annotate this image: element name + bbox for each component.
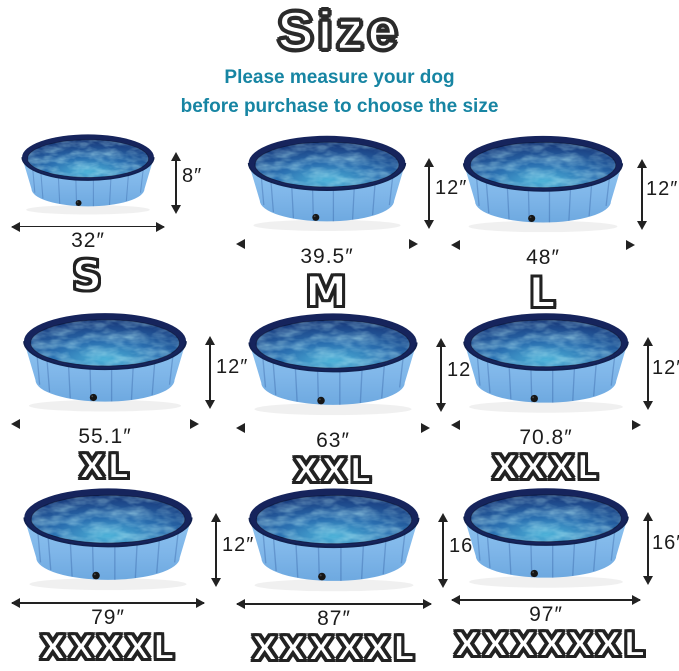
- width-dimension: 63″: [316, 428, 350, 452]
- pool-graphic-area: 12″: [14, 479, 253, 592]
- size-label: XXL: [292, 450, 374, 491]
- height-dimension: 12″: [646, 177, 679, 200]
- width-arrow: [11, 221, 165, 233]
- height-dimension: 12″: [447, 358, 480, 381]
- width-arrow: [236, 599, 432, 609]
- width-dimension: 48″: [526, 245, 560, 269]
- pool-cell-xxxxl: 12″ 79″ XXXXL: [2, 473, 253, 671]
- dog-pool-illustration: [454, 479, 638, 589]
- pool-graphic-area: 12″: [239, 304, 478, 417]
- pool-graphic-area: 12″: [14, 304, 247, 413]
- size-label: M: [304, 266, 349, 316]
- dog-pool-illustration: [239, 127, 415, 233]
- height-arrow: [424, 158, 434, 229]
- pool-graphic-area: 12″: [454, 304, 679, 414]
- width-dimension: 55.1″: [78, 425, 132, 449]
- pool-graphic-area: 8″: [14, 127, 201, 216]
- dog-pool-illustration: [14, 304, 196, 413]
- pool-cell-m: 12″ 39.5″ M: [227, 121, 466, 314]
- height-arrow: [211, 512, 221, 587]
- height-dimension: 12″: [435, 176, 468, 199]
- subtitle-line-1: Please measure your dog: [224, 67, 455, 88]
- dog-pool-illustration: [14, 479, 202, 592]
- height-arrow: [205, 336, 215, 409]
- size-label: S: [71, 250, 105, 300]
- height-dimension: 12″: [652, 357, 679, 380]
- pool-graphic-area: 12″: [454, 127, 677, 234]
- subtitle: Please measure your dog before purchase …: [0, 64, 679, 121]
- height-arrow: [643, 336, 653, 411]
- height-dimension: 12″: [222, 533, 255, 556]
- height-dimension: 8″: [182, 165, 203, 188]
- height-dimension: 16″: [652, 532, 679, 555]
- subtitle-line-2: before purchase to choose the size: [180, 95, 499, 117]
- size-label: XXXXXL: [251, 629, 417, 669]
- pool-cell-xxxxxl: 16″ 87″ XXXXXL: [227, 473, 480, 671]
- pool-graphic-area: 16″: [239, 479, 480, 593]
- pool-cell-xxxl: 12″ 70.8″ XXXL: [451, 298, 679, 487]
- header: Size Please measure your dog before purc…: [0, 0, 679, 121]
- page-title: Size: [276, 1, 402, 61]
- pool-cell-l: 12″ 48″ L: [451, 121, 677, 315]
- width-dimension: 39.5″: [300, 244, 354, 268]
- dog-pool-illustration: [239, 304, 427, 417]
- width-dimension: 87″: [317, 607, 351, 630]
- height-arrow: [171, 151, 181, 215]
- pool-graphic-area: 16″: [454, 479, 679, 589]
- size-label: XXXXL: [39, 627, 177, 668]
- pool-graphic-area: 12″: [239, 127, 466, 233]
- pool-cell-xl: 12″ 55.1″ XL: [2, 298, 247, 486]
- size-label: XXXXXXL: [453, 625, 647, 666]
- size-grid: 8″ 32″ S 12″ 39.5″ M 12″ 48″ L: [0, 121, 679, 671]
- dog-pool-illustration: [454, 127, 632, 234]
- pool-cell-s: 8″ 32″ S: [2, 121, 227, 300]
- height-dimension: 12″: [216, 356, 249, 379]
- size-label: L: [528, 267, 558, 317]
- dog-pool-illustration: [454, 304, 638, 414]
- width-arrow: [11, 597, 205, 608]
- dog-pool-illustration: [239, 479, 429, 593]
- height-arrow: [637, 158, 647, 230]
- width-dimension: 70.8″: [519, 426, 573, 450]
- size-label: XXXL: [491, 448, 601, 489]
- width-dimension: 32″: [71, 228, 105, 252]
- height-arrow: [438, 513, 448, 589]
- width-dimension: 79″: [91, 605, 125, 629]
- size-label: XL: [78, 447, 131, 488]
- width-dimension: 97″: [529, 603, 563, 627]
- dog-pool-illustration: [14, 127, 162, 216]
- height-arrow: [436, 337, 446, 412]
- height-arrow: [643, 511, 653, 586]
- width-arrow: [451, 595, 641, 606]
- pool-cell-xxxxxxl: 16″ 97″ XXXXXXL: [451, 473, 679, 671]
- pool-cell-xxl: 12″ 63″ XXL: [227, 298, 478, 489]
